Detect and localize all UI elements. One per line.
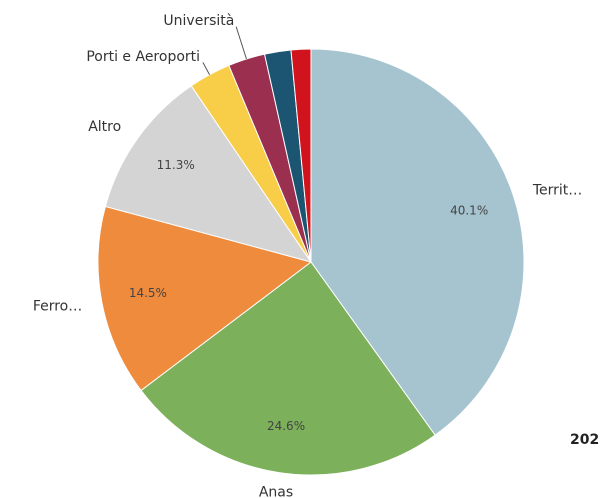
category-label: Altro (88, 119, 121, 135)
pie-slice (140, 261, 436, 476)
data-label: 14.5% (129, 286, 167, 300)
pie-slice (310, 48, 525, 436)
annotation: 202 (570, 432, 599, 448)
category-label: Anas (259, 484, 293, 498)
data-label: 40.1% (450, 204, 488, 218)
data-label: 24.6% (267, 419, 305, 433)
pie-slice (290, 48, 312, 263)
leader-line (202, 62, 211, 75)
leader-line (235, 26, 247, 60)
category-label: Territ… (532, 183, 582, 199)
category-label: Ferro… (33, 298, 82, 314)
category-label: Università (163, 13, 234, 29)
pie-slice (97, 205, 313, 392)
pie-slice (104, 85, 313, 263)
category-label: Porti e Aeroporti (86, 49, 200, 65)
data-label: 11.3% (157, 158, 195, 172)
